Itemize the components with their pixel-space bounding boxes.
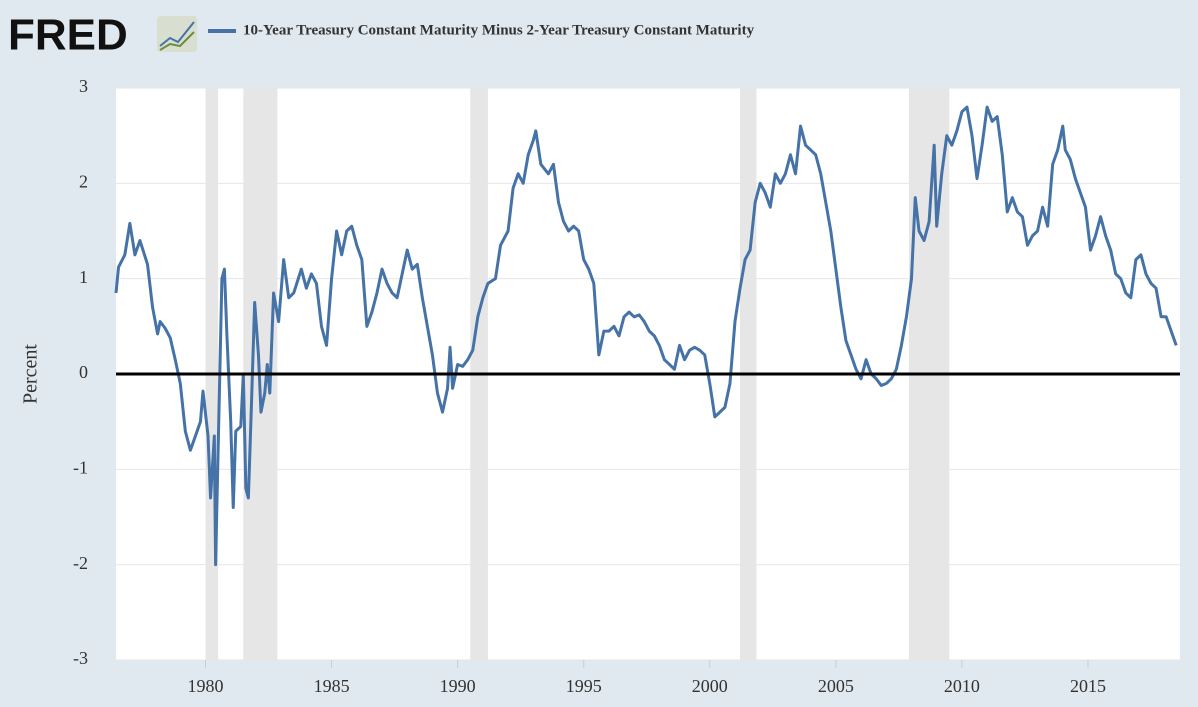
series-line	[114, 105, 1178, 567]
x-tick-label: 2000	[692, 676, 728, 696]
y-tick-label: -2	[73, 553, 88, 573]
y-axis-label: Percent	[20, 344, 42, 404]
x-tick-label: 1995	[566, 676, 602, 696]
logo-icon	[157, 16, 197, 52]
legend-label: 10-Year Treasury Constant Maturity Minus…	[243, 22, 755, 38]
x-tick-label: 2005	[818, 676, 854, 696]
y-tick-label: 3	[79, 76, 88, 96]
x-tick-label: 1990	[440, 676, 476, 696]
x-tick-label: 2015	[1070, 676, 1106, 696]
brand-logo: FRED	[8, 11, 128, 60]
y-tick-label: -1	[73, 457, 88, 477]
y-tick-label: -3	[73, 648, 88, 668]
x-tick-label: 2010	[944, 676, 980, 696]
x-tick-label: 1985	[314, 676, 350, 696]
y-tick-label: 0	[79, 362, 88, 382]
y-tick-label: 2	[79, 171, 88, 191]
y-tick-label: 1	[79, 267, 88, 287]
x-tick-label: 1980	[188, 676, 224, 696]
